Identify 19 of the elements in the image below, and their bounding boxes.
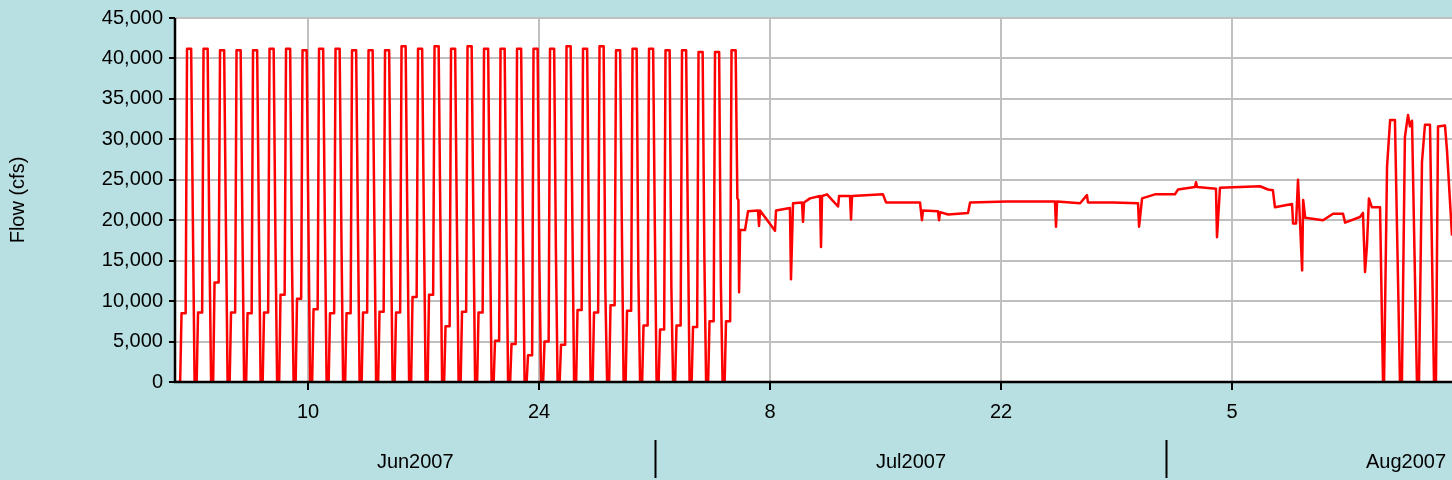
x-tick-label: 24 [527, 399, 551, 422]
y-tick-label: 0 [151, 369, 163, 392]
y-tick-label: 35,000 [101, 86, 163, 109]
text: Jul2007 [875, 449, 947, 472]
y-tick-label: 5,000 [112, 329, 163, 352]
x-tick-label: 22 [989, 399, 1013, 422]
y-tick-label: 20,000 [101, 207, 163, 230]
y-axis-title: Flow (cfs) [5, 156, 28, 244]
y-tick-label: 30,000 [101, 126, 163, 149]
y-tick-label: 40,000 [101, 45, 163, 68]
y-tick-label: 25,000 [101, 167, 163, 190]
x-tick-label: 5 [1226, 399, 1238, 422]
y-tick-label: 10,000 [101, 288, 163, 311]
y-tick-label: 45,000 [101, 5, 163, 28]
x-tick-label: 8 [764, 399, 776, 422]
text: Aug2007 [1365, 449, 1446, 472]
x-tick-label: 10 [296, 399, 320, 422]
y-tick-label: 15,000 [101, 248, 163, 271]
text: Jun2007 [376, 449, 454, 472]
